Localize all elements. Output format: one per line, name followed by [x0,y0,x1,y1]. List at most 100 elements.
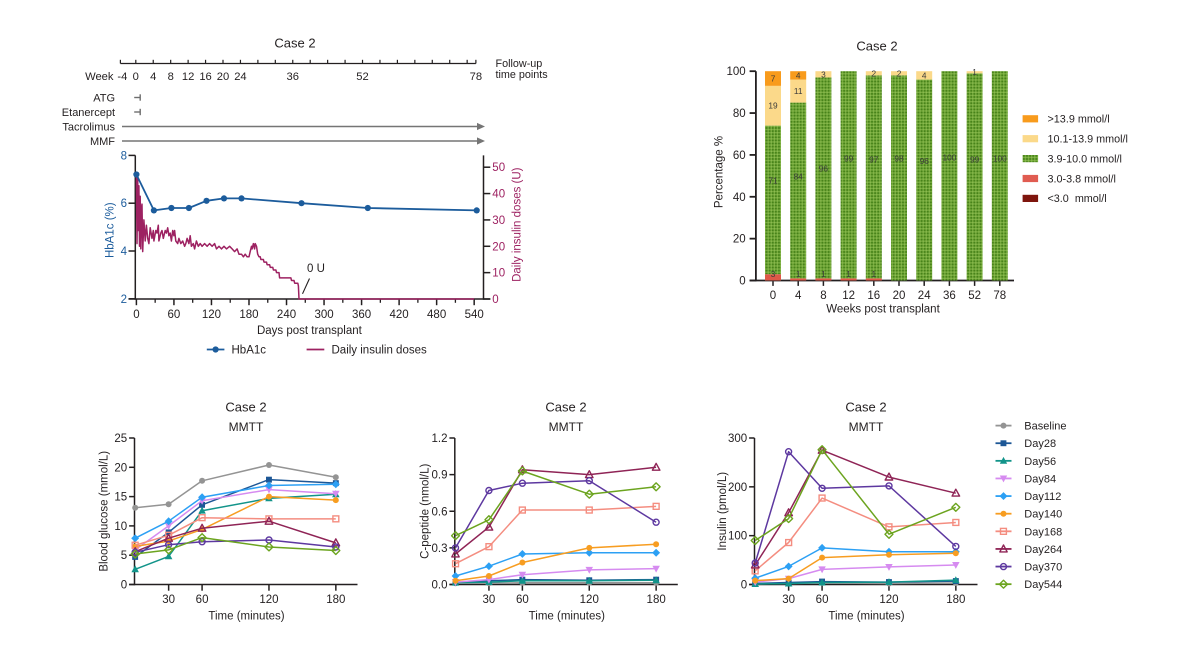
svg-text:1: 1 [972,67,977,77]
svg-text:20: 20 [733,234,746,246]
svg-text:MMF: MMF [90,136,115,148]
svg-text:4: 4 [922,70,927,80]
svg-text:Day56: Day56 [1024,456,1056,468]
svg-text:Day264: Day264 [1024,544,1062,556]
svg-text:2: 2 [897,68,902,78]
svg-text:120: 120 [259,594,278,606]
svg-text:40: 40 [492,189,505,201]
svg-text:0.6: 0.6 [432,506,448,518]
svg-text:Day370: Day370 [1024,562,1062,574]
svg-text:540: 540 [465,309,484,321]
svg-text:52: 52 [968,290,981,302]
svg-text:30: 30 [782,594,795,606]
svg-text:80: 80 [733,108,746,120]
svg-text:0: 0 [741,580,747,592]
svg-text:78: 78 [470,71,482,83]
svg-text:99: 99 [844,154,854,164]
svg-text:time points: time points [496,69,549,81]
svg-text:100: 100 [727,66,746,78]
svg-text:11: 11 [794,86,803,96]
svg-text:C-peptide (nmol/L): C-peptide (nmol/L) [420,463,432,558]
svg-text:50: 50 [492,162,505,174]
svg-text:20: 20 [492,241,505,253]
svg-text:10: 10 [492,268,505,280]
svg-text:HbA1c (%): HbA1c (%) [105,202,117,258]
svg-text:3.0-3.8 mmol/l: 3.0-3.8 mmol/l [1048,173,1116,185]
svg-text:1: 1 [821,269,826,279]
svg-text:0: 0 [133,71,139,83]
svg-text:1.2: 1.2 [432,433,448,445]
svg-text:Daily insulin doses (U): Daily insulin doses (U) [512,167,524,282]
svg-text:0: 0 [133,309,139,321]
svg-text:Etanercept: Etanercept [62,107,115,119]
svg-text:<3.0 mmol/l: <3.0 mmol/l [1048,193,1107,205]
svg-text:15: 15 [114,492,127,504]
svg-text:Tacrolimus: Tacrolimus [62,121,115,133]
svg-text:36: 36 [287,71,299,83]
svg-text:0: 0 [121,580,127,592]
svg-text:99: 99 [970,154,980,164]
svg-text:Daily insulin doses: Daily insulin doses [332,344,427,356]
svg-text:Time (minutes): Time (minutes) [208,611,284,623]
svg-text:20: 20 [217,71,229,83]
svg-text:25: 25 [114,433,127,445]
svg-text:120: 120 [879,594,898,606]
svg-text:7: 7 [771,74,776,84]
svg-text:0: 0 [739,276,745,288]
svg-text:20: 20 [893,290,906,302]
svg-text:98: 98 [894,154,904,164]
svg-text:MMTT: MMTT [849,420,884,434]
svg-text:-4: -4 [117,71,127,83]
svg-text:200: 200 [728,482,747,494]
svg-text:120: 120 [580,594,599,606]
svg-text:84: 84 [794,172,804,182]
svg-text:Day112: Day112 [1024,491,1061,503]
svg-text:1: 1 [796,269,801,279]
svg-text:12: 12 [182,71,194,83]
svg-text:Day28: Day28 [1024,438,1056,450]
svg-text:96: 96 [920,156,930,166]
svg-text:19: 19 [768,101,778,111]
svg-text:Blood glucose (mmol/L): Blood glucose (mmol/L) [98,451,110,572]
svg-text:0.0: 0.0 [432,580,448,592]
svg-text:16: 16 [199,71,211,83]
svg-text:10: 10 [114,521,127,533]
svg-text:24: 24 [918,290,931,302]
svg-text:Day544: Day544 [1024,579,1062,591]
svg-text:0.3: 0.3 [432,543,448,555]
svg-text:Day168: Day168 [1024,526,1062,538]
svg-text:Time (minutes): Time (minutes) [828,611,904,623]
svg-text:HbA1c: HbA1c [232,344,267,356]
svg-text:60: 60 [196,594,209,606]
svg-text:Baseline: Baseline [1024,421,1066,433]
svg-text:180: 180 [946,594,965,606]
svg-text:120: 120 [202,309,221,321]
svg-text:0 U: 0 U [307,263,325,275]
svg-text:12: 12 [842,290,855,302]
svg-text:Time (minutes): Time (minutes) [529,611,605,623]
svg-text:180: 180 [239,309,258,321]
svg-text:Follow-up: Follow-up [496,58,543,70]
svg-text:480: 480 [427,309,446,321]
svg-text:360: 360 [352,309,371,321]
svg-text:100: 100 [942,153,956,163]
svg-text:100: 100 [993,154,1007,164]
svg-text:Insulin (pmol/L): Insulin (pmol/L) [717,472,729,551]
svg-text:71: 71 [768,176,778,186]
svg-text:24: 24 [234,71,246,83]
svg-text:60: 60 [516,594,529,606]
svg-text:30: 30 [162,594,175,606]
svg-text:180: 180 [647,594,666,606]
svg-text:0: 0 [770,290,776,302]
svg-text:8: 8 [121,150,127,162]
svg-text:3.9-10.0 mmol/l: 3.9-10.0 mmol/l [1048,153,1122,165]
svg-text:Day84: Day84 [1024,473,1056,485]
svg-text:8: 8 [168,71,174,83]
svg-text:10.1-13.9 mmol/l: 10.1-13.9 mmol/l [1048,134,1128,146]
svg-text:60: 60 [168,309,181,321]
svg-text:420: 420 [390,309,409,321]
svg-text:MMTT: MMTT [549,420,584,434]
svg-text:30: 30 [492,215,505,227]
svg-text:36: 36 [943,290,956,302]
svg-text:Case 2: Case 2 [225,400,266,415]
